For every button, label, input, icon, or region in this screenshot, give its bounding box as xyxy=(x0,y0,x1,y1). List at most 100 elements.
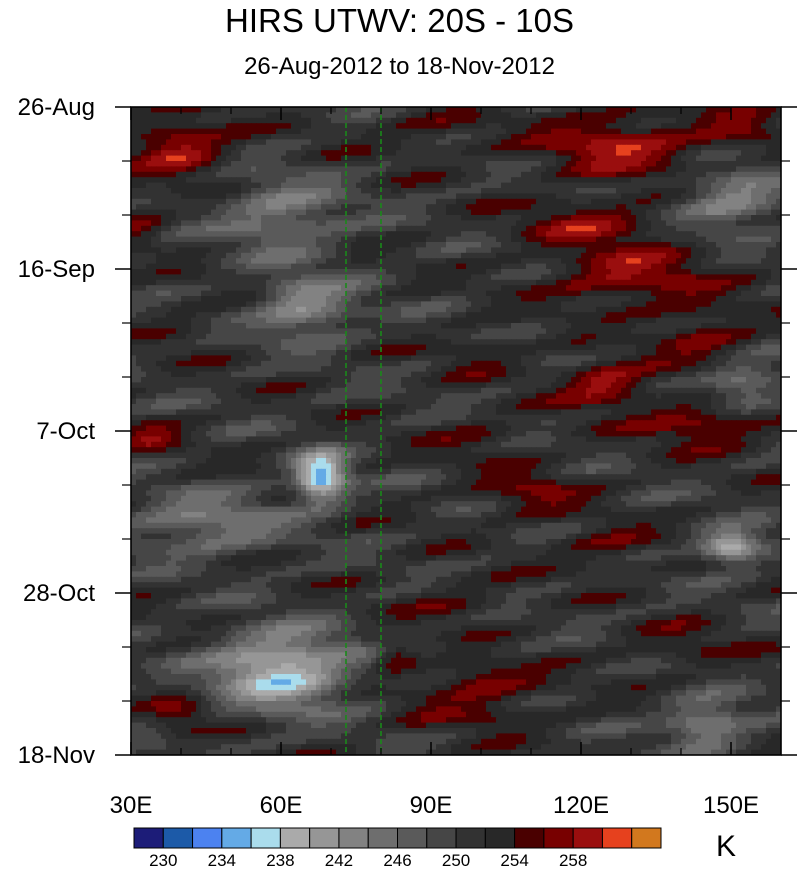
heatmap-cell xyxy=(251,285,257,292)
heatmap-cell xyxy=(371,166,377,173)
heatmap-cell xyxy=(436,144,442,151)
heatmap-cell xyxy=(461,193,467,200)
heatmap-cell xyxy=(591,220,597,227)
heatmap-cell xyxy=(476,215,482,221)
heatmap-cell xyxy=(216,112,222,119)
heatmap-cell xyxy=(251,177,257,184)
heatmap-cell xyxy=(381,279,387,286)
heatmap-cell xyxy=(281,171,287,178)
heatmap-cell xyxy=(271,252,277,259)
heatmap-cell xyxy=(456,155,462,162)
heatmap-cell xyxy=(361,252,367,259)
heatmap-cell xyxy=(711,198,717,205)
heatmap-cell xyxy=(776,242,781,248)
heatmap-cell xyxy=(756,150,762,157)
heatmap-cell xyxy=(746,134,752,140)
heatmap-cell xyxy=(521,150,527,157)
heatmap-cell xyxy=(196,231,202,238)
heatmap-cell xyxy=(716,306,722,313)
heatmap-cell xyxy=(496,236,502,243)
heatmap-cell xyxy=(371,209,377,216)
heatmap-cell xyxy=(461,263,467,270)
heatmap-cell xyxy=(716,290,722,297)
heatmap-cell xyxy=(496,155,502,162)
heatmap-cell xyxy=(506,236,512,243)
heatmap-cell xyxy=(371,134,377,140)
heatmap-cell xyxy=(556,177,562,184)
heatmap-cell xyxy=(301,107,307,113)
heatmap-cell xyxy=(506,177,512,184)
heatmap-cell xyxy=(456,166,462,173)
heatmap-cell xyxy=(771,204,777,211)
heatmap-cell xyxy=(711,182,717,189)
heatmap-cell xyxy=(701,128,707,135)
heatmap-cell xyxy=(691,236,697,243)
heatmap-cell xyxy=(211,123,217,130)
heatmap-cell xyxy=(396,231,402,238)
heatmap-cell xyxy=(376,274,382,281)
heatmap-cell xyxy=(561,144,567,151)
heatmap-cell xyxy=(536,177,542,184)
heatmap-cell xyxy=(146,171,152,178)
heatmap-cell xyxy=(251,128,257,135)
heatmap-cell xyxy=(271,209,277,216)
heatmap-cell xyxy=(736,144,742,151)
heatmap-cell xyxy=(421,204,427,211)
heatmap-cell xyxy=(171,231,177,238)
heatmap-cell xyxy=(601,155,607,162)
heatmap-cell xyxy=(391,198,397,205)
heatmap-cell xyxy=(556,269,562,275)
heatmap-cell xyxy=(341,204,347,211)
heatmap-cell xyxy=(321,139,327,146)
heatmap-cell xyxy=(671,166,677,173)
heatmap-cell xyxy=(186,279,192,286)
heatmap-cell xyxy=(426,301,432,308)
heatmap-cell xyxy=(706,128,712,135)
heatmap-cell xyxy=(191,258,197,265)
heatmap-cell xyxy=(196,128,202,135)
heatmap-cell xyxy=(136,274,142,281)
heatmap-cell xyxy=(331,215,337,221)
heatmap-cell xyxy=(661,231,667,238)
heatmap-cell xyxy=(201,242,207,248)
heatmap-cell xyxy=(181,193,187,200)
heatmap-cell xyxy=(186,236,192,243)
heatmap-cell xyxy=(281,215,287,221)
heatmap-cell xyxy=(716,263,722,270)
heatmap-cell xyxy=(491,236,497,243)
heatmap-cell xyxy=(351,274,357,281)
heatmap-cell xyxy=(271,117,277,124)
heatmap-cell xyxy=(636,242,642,248)
heatmap-cell xyxy=(301,112,307,119)
heatmap-cell xyxy=(446,188,452,194)
heatmap-cell xyxy=(261,150,267,157)
heatmap-cell xyxy=(221,215,227,221)
heatmap-cell xyxy=(256,150,262,157)
heatmap-cell xyxy=(381,306,387,313)
heatmap-cell xyxy=(241,279,247,286)
heatmap-cell xyxy=(726,107,732,113)
heatmap-cell xyxy=(426,263,432,270)
heatmap-cell xyxy=(691,279,697,286)
heatmap-cell xyxy=(641,112,647,119)
heatmap-cell xyxy=(426,112,432,119)
heatmap-cell xyxy=(311,112,317,119)
heatmap-cell xyxy=(556,220,562,227)
heatmap-cell xyxy=(171,269,177,275)
heatmap-cell xyxy=(266,252,272,259)
heatmap-cell xyxy=(521,225,527,232)
heatmap-cell xyxy=(206,117,212,124)
heatmap-cell xyxy=(381,123,387,130)
heatmap-cell xyxy=(551,188,557,194)
heatmap-cell xyxy=(201,215,207,221)
heatmap-cell xyxy=(501,274,507,281)
heatmap-cell xyxy=(541,150,547,157)
heatmap-cell xyxy=(501,269,507,275)
heatmap-cell xyxy=(291,128,297,135)
heatmap-cell xyxy=(706,306,712,313)
heatmap-cell xyxy=(431,193,437,200)
heatmap-cell xyxy=(341,188,347,194)
heatmap-cell xyxy=(376,171,382,178)
heatmap-cell xyxy=(666,112,672,119)
heatmap-cell xyxy=(386,263,392,270)
